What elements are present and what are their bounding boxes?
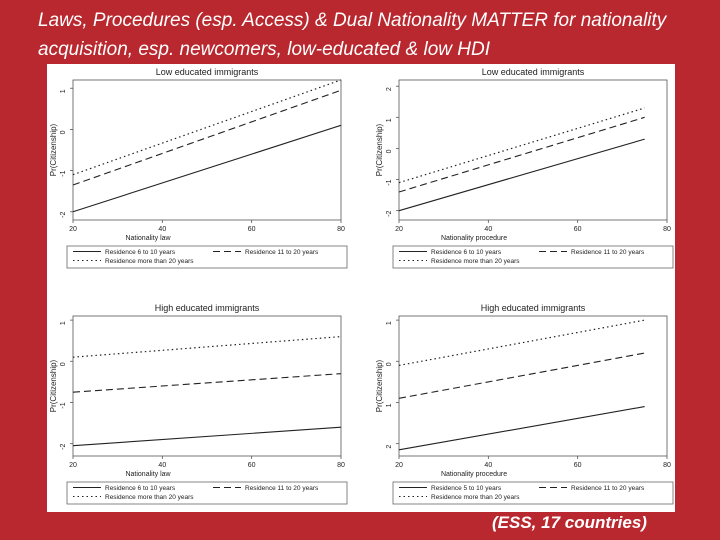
chart-panel-3: High educated immigrants -2 -1 0 1 Pr(Citizen… [49,303,348,505]
y-tick-label: 2 [386,445,393,449]
y-tick-label: 1 [60,321,67,325]
y-tick-label: 0 [60,130,67,134]
x-tick-label: 20 [395,462,403,469]
x-tick-label: 80 [663,226,671,233]
series-line-1 [72,426,342,447]
y-tick-label: 1 [60,89,67,93]
y-tick-label: 1 [386,403,393,407]
y-tick-label: -1 [60,170,67,176]
x-tick-label: 40 [158,226,166,233]
x-tick-label: 60 [248,226,256,233]
plot-frame [72,315,342,457]
series-line-3 [72,335,342,358]
chart-title: High educated immigrants [155,303,260,313]
source-note: (ESS, 17 countries) [492,513,647,532]
y-tick-label: 1 [386,321,393,325]
plot-frame [72,79,342,221]
x-axis-label: Nationality procedure [441,471,507,478]
y-tick-label: 0 [386,362,393,366]
x-axis-label: Nationality procedure [441,235,507,242]
legend-box [392,481,674,505]
series-line-1 [72,124,342,213]
chart-panel-area: Low educated immigrants -2 -1 0 1 Pr(Citizens… [47,64,675,512]
legend-label-2: Residence 11 to 20 years [571,249,645,256]
legend-label-1: Residence 5 to 10 years [431,485,502,492]
slide-title: Laws, Procedures (esp. Access) & Dual Na… [38,10,667,60]
charts-svg: Low educated immigrants-2-101Pr(Citizens… [49,67,674,505]
x-tick-label: 40 [158,462,166,469]
x-tick-label: 80 [337,226,345,233]
series-line-3 [398,319,645,367]
y-tick-label: 1 [386,118,393,122]
y-tick-label: -2 [60,443,67,449]
chart-panel-2: Low educated immigrants -2 -1 0 1 2 Pr(Citizen… [375,67,674,269]
legend-label-1: Residence 6 to 10 years [431,249,502,256]
x-tick-label: 20 [69,462,77,469]
legend-label-2: Residence 11 to 20 years [571,485,645,492]
legend-label-1: Residence 6 to 10 years [105,485,176,492]
x-axis-label: Nationality law [125,471,171,478]
series-line-2 [398,352,645,399]
legend-label-2: Residence 11 to 20 years [245,249,319,256]
legend-box [392,245,674,269]
x-tick-label: 60 [574,226,582,233]
chart-title: High educated immigrants [481,303,586,313]
y-tick-label: -1 [386,179,393,185]
y-tick-label: 0 [60,362,67,366]
y-tick-label: -1 [60,402,67,408]
y-axis-label: Pr(Citizenship) [375,123,384,176]
series-line-2 [72,373,342,393]
chart-panel-1: Low educated immigrants -2 -1 0 1 Pr(Citizens… [49,67,348,269]
legend-label-3: Residence more than 20 years [431,258,520,265]
legend-box [66,481,348,505]
y-axis-label: Pr(Citizenship) [49,359,58,412]
chart-panel-4: High educated immigrants2101Pr(Citizensh… [375,303,674,505]
chart-title: Low educated immigrants [482,67,585,77]
x-axis-label: Nationality law [125,235,171,242]
x-tick-label: 40 [484,226,492,233]
x-tick-label: 20 [69,226,77,233]
legend-label-1: Residence 6 to 10 years [105,249,176,256]
y-tick-label: -2 [386,210,393,216]
series-line-3 [72,79,342,176]
y-axis-label: Pr(Citizenship) [375,359,384,412]
series-line-1 [398,138,645,212]
x-tick-label: 60 [248,462,256,469]
legend-label-3: Residence more than 20 years [105,258,194,265]
legend-label-3: Residence more than 20 years [431,494,520,501]
x-tick-label: 80 [337,462,345,469]
plot-frame [398,315,668,457]
series-line-2 [398,116,645,193]
chart-title: Low educated immigrants [156,67,259,77]
x-tick-label: 80 [663,462,671,469]
y-axis-label: Pr(Citizenship) [49,123,58,176]
y-tick-label: 0 [386,149,393,153]
legend-label-2: Residence 11 to 20 years [245,485,319,492]
x-tick-label: 40 [484,462,492,469]
series-line-2 [72,89,342,186]
y-tick-label: 2 [386,87,393,91]
x-tick-label: 20 [395,226,403,233]
legend-label-3: Residence more than 20 years [105,494,194,501]
series-line-1 [398,406,645,451]
legend-box [66,245,348,269]
series-line-3 [398,107,645,184]
y-tick-label: -2 [60,212,67,218]
x-tick-label: 60 [574,462,582,469]
plot-frame [398,79,668,221]
